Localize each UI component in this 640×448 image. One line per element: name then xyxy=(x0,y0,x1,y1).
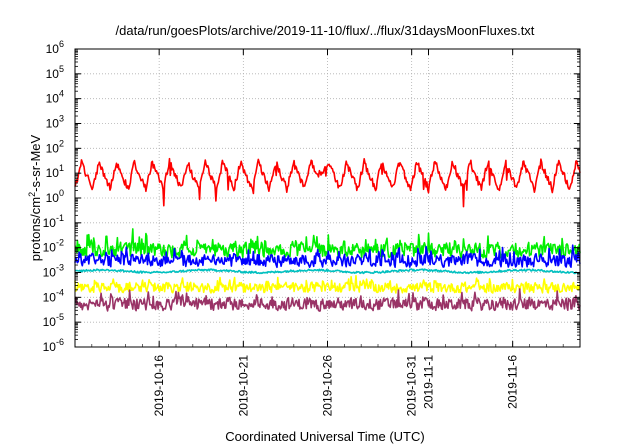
y-tick-label-exp: -4 xyxy=(56,287,64,297)
y-axis-label-rest: -s-sr-MeV xyxy=(28,134,43,191)
y-tick-label: 102 xyxy=(46,138,64,155)
y-tick-label-base: 10 xyxy=(43,315,57,329)
y-tick-label-exp: -1 xyxy=(56,213,64,223)
y-tick-label-base: 10 xyxy=(46,117,60,131)
y-tick-label: 101 xyxy=(46,163,64,180)
y-tick-label: 104 xyxy=(46,89,64,106)
y-tick-label: 100 xyxy=(46,188,64,205)
y-tick-label-exp: 3 xyxy=(59,114,64,124)
y-tick-label-exp: 5 xyxy=(59,64,64,74)
y-tick-label-exp: -3 xyxy=(56,263,64,273)
y-tick-label-exp: -6 xyxy=(56,337,64,347)
y-tick-label: 10-1 xyxy=(43,213,64,230)
y-tick-label: 105 xyxy=(46,64,64,81)
x-tick-label: 2019-10-31 xyxy=(405,355,419,417)
y-tick-label-base: 10 xyxy=(46,191,60,205)
y-tick-label-exp: -5 xyxy=(56,312,64,322)
y-tick-label: 106 xyxy=(46,39,64,56)
x-tick-label: 2019-10-26 xyxy=(321,355,335,417)
y-tick-label-base: 10 xyxy=(46,67,60,81)
chart-title: /data/run/goesPlots/archive/2019-11-10/f… xyxy=(116,23,535,38)
y-tick-label-exp: 1 xyxy=(59,163,64,173)
x-tick-label: 2019-10-16 xyxy=(152,355,166,417)
y-tick-labels: 10-610-510-410-310-210-11001011021031041… xyxy=(43,39,64,354)
x-tick-labels: 2019-10-16 2019-10-21 2019-10-26 2019-10-31… xyxy=(152,355,520,417)
series-group xyxy=(74,157,581,312)
y-tick-label-base: 10 xyxy=(46,42,60,56)
y-tick-label: 10-3 xyxy=(43,263,64,280)
y-axis-label: protons/cm2-s-sr-MeV xyxy=(27,134,43,261)
y-tick-label: 10-2 xyxy=(43,238,64,255)
tick-marks xyxy=(74,48,581,348)
series-line-1 xyxy=(74,157,581,208)
y-tick-label: 10-6 xyxy=(43,337,64,354)
x-tick-label: 2019-11-6 xyxy=(506,355,520,409)
y-tick-label-exp: 4 xyxy=(59,89,64,99)
series-line-4 xyxy=(74,268,581,275)
y-tick-label: 103 xyxy=(46,114,64,131)
y-axis-label-base: protons/cm xyxy=(28,197,43,261)
y-tick-label-exp: 0 xyxy=(59,188,64,198)
x-tick-label: 2019-11-1 xyxy=(422,355,436,409)
y-tick-label-base: 10 xyxy=(43,340,57,354)
y-tick-label-exp: -2 xyxy=(56,238,64,248)
y-tick-label-base: 10 xyxy=(43,290,57,304)
y-tick-label: 10-4 xyxy=(43,287,64,304)
y-tick-label-base: 10 xyxy=(46,166,60,180)
x-axis-label: Coordinated Universal Time (UTC) xyxy=(225,429,424,444)
y-tick-label: 10-5 xyxy=(43,312,64,329)
series-line-6 xyxy=(74,288,581,312)
series-line-5 xyxy=(74,275,581,294)
y-tick-label-base: 10 xyxy=(43,241,57,255)
y-tick-label-exp: 2 xyxy=(59,138,64,148)
y-tick-label-exp: 6 xyxy=(59,39,64,49)
y-tick-label-base: 10 xyxy=(46,141,60,155)
y-tick-label-base: 10 xyxy=(43,266,57,280)
y-tick-label-base: 10 xyxy=(46,92,60,106)
x-tick-label: 2019-10-21 xyxy=(236,355,250,417)
series-line-3 xyxy=(74,244,581,269)
y-tick-label-base: 10 xyxy=(43,216,57,230)
y-axis-label-sup: 2 xyxy=(27,192,37,197)
